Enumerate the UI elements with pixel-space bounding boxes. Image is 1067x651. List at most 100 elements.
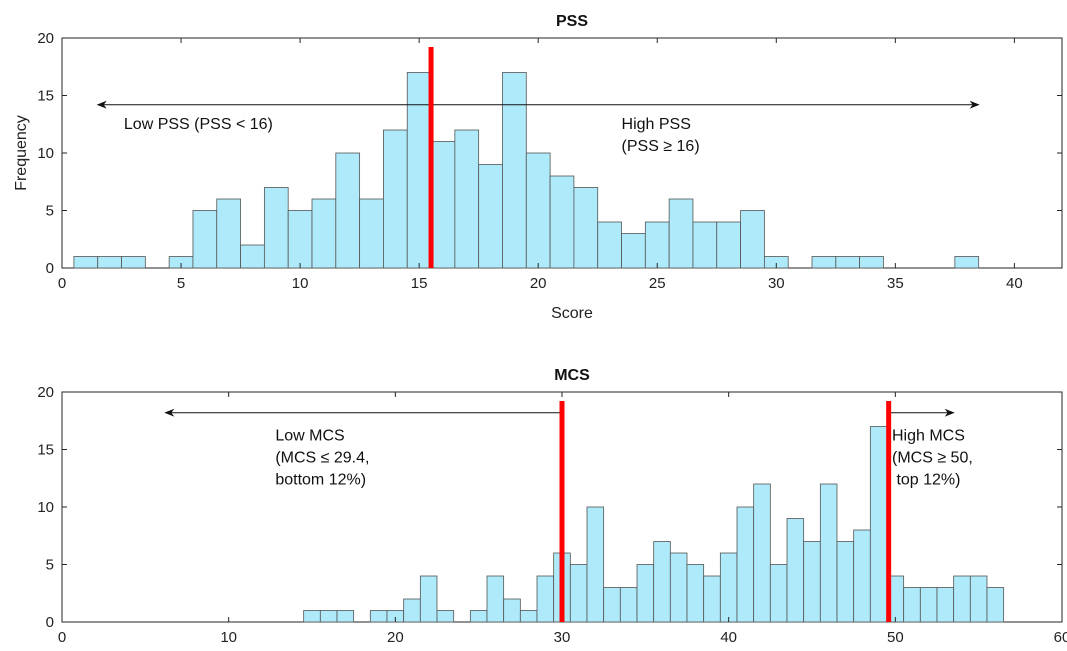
histogram-bar bbox=[192, 210, 218, 269]
histogram-bar bbox=[263, 187, 289, 269]
histogram-bar bbox=[919, 587, 938, 623]
histogram-bar bbox=[669, 552, 688, 623]
histogram-bar bbox=[406, 72, 432, 269]
histogram-bar bbox=[359, 198, 384, 269]
histogram-bar bbox=[240, 244, 265, 269]
histogram-bar bbox=[403, 598, 421, 623]
histogram-bar bbox=[216, 198, 241, 269]
histogram-bar bbox=[954, 256, 980, 269]
annotation-line: High MCS bbox=[892, 427, 965, 444]
histogram-bar bbox=[703, 575, 721, 623]
annotation-line: bottom 12%) bbox=[275, 471, 366, 488]
histogram-bar bbox=[740, 210, 765, 269]
histogram-bar bbox=[936, 587, 955, 623]
histogram-bar bbox=[719, 552, 738, 623]
annotation-text: Low MCS (MCS ≤ 29.4, bottom 12%) bbox=[275, 427, 369, 488]
histogram-bar bbox=[811, 256, 837, 269]
histogram-bar bbox=[336, 610, 355, 623]
histogram-bar bbox=[803, 541, 821, 623]
histogram-bar bbox=[603, 587, 621, 623]
histogram-bar bbox=[953, 575, 971, 623]
histogram-bar bbox=[668, 198, 694, 269]
histogram-bar bbox=[621, 233, 646, 269]
histogram-bar bbox=[619, 587, 638, 623]
y-tick-label: 20 bbox=[37, 30, 54, 47]
histogram-bar bbox=[636, 564, 655, 623]
annotation-text: High PSS (PSS ≥ 16) bbox=[622, 116, 700, 155]
histogram-bar bbox=[835, 256, 861, 269]
x-tick-label: 35 bbox=[887, 275, 904, 292]
histogram-bar bbox=[478, 164, 503, 269]
histogram-bar bbox=[549, 175, 575, 269]
histogram-bar bbox=[769, 564, 788, 623]
histogram-bar bbox=[859, 256, 884, 269]
histogram-bar bbox=[597, 221, 622, 269]
annotation-line: (MCS ≤ 29.4, bbox=[275, 449, 369, 466]
x-tick-label: 10 bbox=[292, 275, 309, 292]
x-tick-label: 5 bbox=[177, 275, 185, 292]
annotation-line: (MCS ≥ 50, bbox=[892, 449, 973, 466]
chart-panel-0: 0 5 10 15 20 25 30 35 40 0 5 10 15 20 PSS Score Frequenc… bbox=[13, 13, 1063, 322]
histogram-bar bbox=[819, 483, 838, 623]
chart-panel-1: 0 10 20 30 40 50 60 0 5 10 15 20 MCS Low MCS (MCS ≤ 29… bbox=[37, 367, 1067, 646]
histogram-bar bbox=[469, 610, 488, 623]
x-tick-label: 50 bbox=[887, 629, 904, 646]
histogram-bar bbox=[73, 256, 99, 269]
histogram-bar bbox=[536, 575, 555, 623]
histogram-bar bbox=[969, 575, 988, 623]
histogram-bar bbox=[502, 72, 527, 269]
chart-title: PSS bbox=[556, 13, 588, 30]
histogram-bar bbox=[121, 256, 146, 269]
histogram-bar bbox=[569, 564, 588, 623]
histogram-bar bbox=[525, 152, 551, 269]
histogram-bar bbox=[97, 256, 122, 269]
histogram-bar bbox=[692, 221, 718, 269]
histogram-bar bbox=[335, 152, 361, 269]
histogram-bar bbox=[853, 529, 871, 623]
histogram-bar bbox=[786, 518, 805, 623]
x-tick-label: 15 bbox=[411, 275, 428, 292]
histogram-bar bbox=[454, 129, 480, 269]
y-tick-label: 0 bbox=[46, 614, 54, 631]
histogram-bar bbox=[753, 483, 771, 623]
annotation-line: (PSS ≥ 16) bbox=[622, 138, 700, 155]
histogram-bar bbox=[716, 221, 741, 269]
histogram-bar bbox=[653, 541, 671, 623]
x-axis-label: Score bbox=[551, 305, 593, 322]
x-tick-label: 0 bbox=[58, 275, 66, 292]
annotation-line: High PSS bbox=[622, 116, 691, 133]
histogram-bar bbox=[519, 610, 538, 623]
histogram-bar bbox=[986, 587, 1005, 623]
annotation-line: Low PSS (PSS < 16) bbox=[124, 116, 273, 133]
x-tick-label: 25 bbox=[649, 275, 666, 292]
x-tick-label: 40 bbox=[720, 629, 737, 646]
x-tick-label: 40 bbox=[1006, 275, 1023, 292]
histogram-bar bbox=[869, 426, 888, 623]
histogram-bar bbox=[369, 610, 388, 623]
histogram-bar bbox=[644, 221, 670, 269]
histogram-bar bbox=[686, 564, 705, 623]
histogram-bar bbox=[736, 506, 755, 623]
y-tick-label: 15 bbox=[37, 88, 54, 105]
x-tick-label: 60 bbox=[1054, 629, 1067, 646]
x-tick-label: 0 bbox=[58, 629, 66, 646]
x-tick-label: 10 bbox=[220, 629, 237, 646]
y-tick-label: 10 bbox=[37, 145, 54, 162]
y-tick-label: 20 bbox=[37, 384, 54, 401]
histogram-bar bbox=[586, 506, 605, 623]
y-tick-label: 15 bbox=[37, 442, 54, 459]
chart-title: MCS bbox=[554, 367, 590, 384]
x-tick-label: 30 bbox=[554, 629, 571, 646]
histogram-bar bbox=[503, 598, 521, 623]
y-axis-label: Frequency bbox=[13, 115, 30, 191]
x-tick-label: 30 bbox=[768, 275, 785, 292]
histogram-bar bbox=[311, 198, 337, 269]
histogram-bar bbox=[903, 587, 921, 623]
histogram-bar bbox=[430, 141, 456, 269]
y-tick-label: 0 bbox=[46, 260, 54, 277]
histogram-bar bbox=[419, 575, 438, 623]
y-tick-label: 5 bbox=[46, 557, 54, 574]
annotation-text: Low PSS (PSS < 16) bbox=[124, 116, 273, 133]
annotation-text: High MCS (MCS ≥ 50, top 12%) bbox=[892, 427, 973, 488]
